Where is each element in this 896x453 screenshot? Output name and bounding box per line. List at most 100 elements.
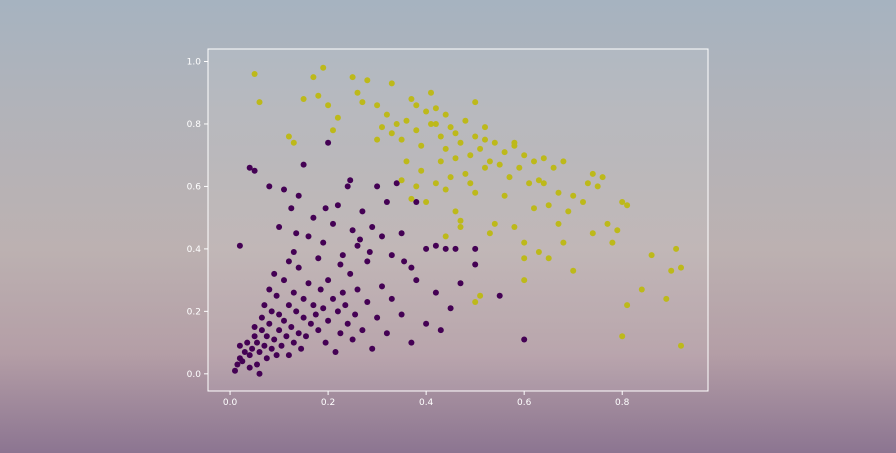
data-point-class-1 bbox=[437, 133, 444, 140]
data-point-class-0 bbox=[288, 324, 295, 330]
data-point-class-1 bbox=[491, 220, 498, 227]
y-tick-label: 0.8 bbox=[187, 120, 202, 130]
data-point-class-1 bbox=[545, 202, 552, 209]
data-point-class-0 bbox=[281, 186, 287, 193]
data-point-class-1 bbox=[486, 158, 493, 165]
data-point-class-0 bbox=[254, 361, 260, 368]
data-point-class-1 bbox=[310, 74, 317, 81]
data-point-class-1 bbox=[408, 96, 415, 102]
data-point-class-1 bbox=[648, 252, 655, 259]
data-point-class-1 bbox=[442, 145, 449, 152]
data-point-class-1 bbox=[364, 77, 371, 84]
data-point-class-0 bbox=[379, 283, 385, 290]
data-point-class-0 bbox=[266, 286, 273, 293]
data-point-class-1 bbox=[388, 80, 395, 87]
data-point-class-1 bbox=[452, 208, 459, 215]
data-point-class-1 bbox=[511, 224, 518, 230]
data-point-class-0 bbox=[244, 339, 251, 346]
data-point-class-0 bbox=[437, 327, 444, 334]
data-point-class-1 bbox=[511, 142, 518, 149]
data-point-class-0 bbox=[285, 352, 292, 359]
data-point-class-1 bbox=[432, 180, 439, 187]
data-point-class-1 bbox=[604, 220, 611, 227]
data-point-class-0 bbox=[234, 361, 241, 368]
data-point-class-0 bbox=[293, 230, 300, 237]
data-point-class-0 bbox=[349, 227, 356, 234]
data-point-class-1 bbox=[472, 299, 479, 305]
data-point-class-0 bbox=[379, 233, 385, 240]
data-point-class-1 bbox=[472, 189, 479, 196]
data-point-class-0 bbox=[256, 370, 263, 377]
data-point-class-0 bbox=[330, 295, 336, 302]
data-point-class-0 bbox=[320, 239, 327, 246]
data-point-class-0 bbox=[312, 311, 319, 318]
data-point-class-1 bbox=[560, 239, 567, 246]
x-tick-label: 0.4 bbox=[419, 398, 434, 408]
data-point-class-1 bbox=[457, 139, 464, 146]
y-tick-label: 0.0 bbox=[187, 370, 202, 380]
data-point-class-1 bbox=[501, 149, 508, 156]
data-point-class-0 bbox=[457, 280, 464, 287]
data-point-class-0 bbox=[246, 164, 253, 171]
data-point-class-1 bbox=[432, 105, 439, 112]
data-point-class-0 bbox=[254, 339, 260, 346]
data-point-class-0 bbox=[271, 270, 278, 277]
data-point-class-1 bbox=[413, 127, 420, 134]
data-point-class-0 bbox=[295, 330, 302, 337]
data-point-class-1 bbox=[472, 99, 479, 106]
data-point-class-0 bbox=[393, 180, 400, 187]
data-point-class-0 bbox=[364, 258, 371, 265]
x-axis: 0.0 0.2 0.4 0.6 0.8 bbox=[223, 391, 630, 408]
data-point-class-1 bbox=[521, 152, 528, 159]
data-point-class-0 bbox=[359, 208, 366, 215]
data-point-class-0 bbox=[337, 261, 344, 268]
data-point-class-0 bbox=[295, 192, 302, 199]
data-point-class-1 bbox=[570, 192, 577, 199]
data-point-class-1 bbox=[452, 155, 459, 162]
data-point-class-0 bbox=[347, 270, 354, 277]
data-point-class-0 bbox=[521, 336, 528, 343]
data-point-class-0 bbox=[359, 327, 366, 334]
data-point-class-1 bbox=[251, 71, 258, 77]
data-point-class-1 bbox=[462, 170, 469, 177]
data-point-class-0 bbox=[354, 286, 361, 293]
data-point-class-0 bbox=[442, 245, 449, 252]
data-point-class-1 bbox=[678, 264, 684, 271]
data-point-class-0 bbox=[273, 292, 280, 299]
data-point-class-1 bbox=[540, 180, 547, 187]
data-point-class-0 bbox=[496, 292, 503, 299]
data-point-class-0 bbox=[344, 183, 351, 190]
data-point-class-1 bbox=[442, 111, 449, 118]
data-point-class-1 bbox=[550, 164, 557, 171]
data-point-class-0 bbox=[268, 345, 275, 352]
data-point-class-0 bbox=[347, 177, 354, 184]
data-point-class-1 bbox=[624, 202, 631, 209]
data-point-class-0 bbox=[261, 342, 268, 349]
data-point-class-1 bbox=[526, 180, 533, 187]
data-point-class-1 bbox=[472, 133, 479, 140]
data-point-class-0 bbox=[366, 249, 373, 255]
data-point-class-0 bbox=[388, 295, 395, 302]
data-point-class-0 bbox=[300, 161, 307, 168]
data-point-class-0 bbox=[251, 324, 258, 330]
data-point-class-0 bbox=[276, 224, 283, 230]
data-point-class-0 bbox=[369, 224, 376, 230]
data-point-class-0 bbox=[337, 330, 344, 337]
data-point-class-0 bbox=[310, 302, 317, 309]
data-point-class-0 bbox=[261, 302, 268, 309]
data-point-class-0 bbox=[300, 295, 307, 302]
data-point-class-1 bbox=[437, 158, 444, 165]
data-point-class-1 bbox=[374, 136, 381, 143]
data-point-class-0 bbox=[344, 320, 351, 327]
data-point-class-1 bbox=[334, 114, 341, 121]
data-point-class-1 bbox=[673, 245, 680, 252]
data-point-class-1 bbox=[531, 158, 537, 165]
data-point-class-1 bbox=[482, 164, 488, 171]
data-point-class-0 bbox=[236, 242, 243, 249]
data-point-class-0 bbox=[298, 345, 305, 352]
data-point-class-1 bbox=[614, 227, 621, 234]
data-point-class-0 bbox=[413, 277, 420, 284]
data-point-class-0 bbox=[423, 320, 430, 327]
data-point-class-1 bbox=[535, 249, 542, 255]
data-point-class-1 bbox=[403, 158, 410, 165]
